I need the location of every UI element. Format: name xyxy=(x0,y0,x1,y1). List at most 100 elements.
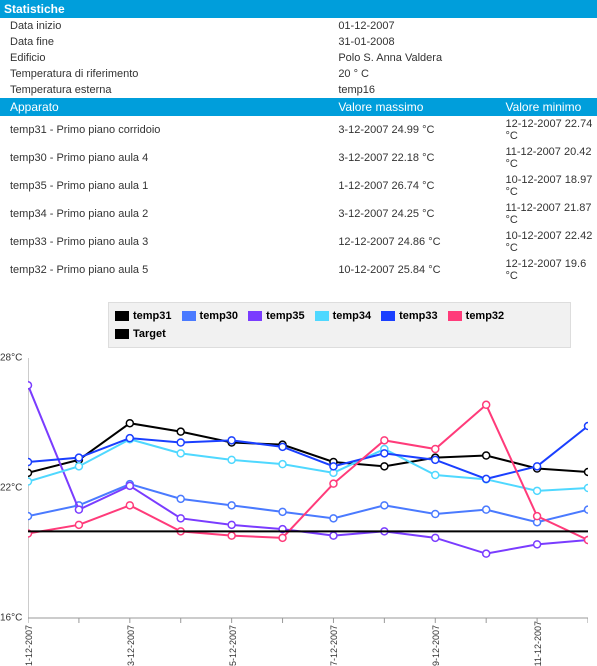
chart-legend: temp31 temp30 temp35 temp34 temp33 temp32 Targ… xyxy=(108,302,571,348)
legend-label: temp33 xyxy=(399,310,438,322)
legend-item: temp35 xyxy=(248,307,305,325)
legend-item: temp31 xyxy=(115,307,172,325)
series-marker xyxy=(75,454,82,461)
series-marker xyxy=(534,541,541,548)
series-marker xyxy=(228,437,235,444)
legend-label: temp34 xyxy=(333,310,372,322)
chart-plot: 16°C22°C28°C1-12-20073-12-20075-12-20077… xyxy=(28,358,588,618)
legend-swatch xyxy=(248,311,262,321)
series-marker xyxy=(483,476,490,483)
series-marker xyxy=(432,457,439,464)
series-marker xyxy=(585,469,589,476)
info-label: Data fine xyxy=(0,34,334,50)
series-marker xyxy=(177,496,184,503)
table-row: temp32 - Primo piano aula 510-12-2007 25… xyxy=(0,256,597,284)
series-marker xyxy=(483,401,490,408)
series-marker xyxy=(228,532,235,539)
info-row: Temperatura esternatemp16 xyxy=(0,82,597,98)
series-marker xyxy=(534,463,541,470)
legend-item: temp33 xyxy=(381,307,438,325)
series-marker xyxy=(330,480,337,487)
series-marker xyxy=(28,513,32,520)
info-label: Temperatura esterna xyxy=(0,82,334,98)
info-label: Edificio xyxy=(0,50,334,66)
legend-label: temp32 xyxy=(466,310,505,322)
legend-item: temp32 xyxy=(448,307,505,325)
series-marker xyxy=(177,450,184,457)
legend-swatch xyxy=(448,311,462,321)
series-line xyxy=(28,405,588,540)
series-marker xyxy=(585,423,589,430)
table-cell: 10-12-2007 25.84 °C xyxy=(334,256,501,284)
series-marker xyxy=(279,461,286,468)
legend-swatch xyxy=(115,329,129,339)
series-marker xyxy=(432,511,439,518)
series-marker xyxy=(228,522,235,529)
table-cell: 11-12-2007 20.42 °C xyxy=(501,144,597,172)
x-axis-label: 1-12-2007 xyxy=(24,625,34,666)
table-row: temp34 - Primo piano aula 23-12-2007 24.… xyxy=(0,200,597,228)
info-label: Temperatura di riferimento xyxy=(0,66,334,82)
x-axis-label: 9-12-2007 xyxy=(431,625,441,666)
x-axis-label: 3-12-2007 xyxy=(126,625,136,666)
series-marker xyxy=(28,478,32,485)
series-marker xyxy=(126,435,133,442)
table-cell: 12-12-2007 24.86 °C xyxy=(334,228,501,256)
series-marker xyxy=(330,532,337,539)
table-cell: 12-12-2007 22.74 °C xyxy=(501,116,597,144)
table-cell: 3-12-2007 24.25 °C xyxy=(334,200,501,228)
series-marker xyxy=(432,472,439,479)
column-header-row: Apparato Valore massimo Valore minimo xyxy=(0,98,597,116)
data-table: Apparato Valore massimo Valore minimo te… xyxy=(0,98,597,284)
series-marker xyxy=(483,506,490,513)
series-marker xyxy=(483,550,490,557)
info-row: Data fine31-01-2008 xyxy=(0,34,597,50)
series-marker xyxy=(28,470,32,477)
info-row: EdificioPolo S. Anna Valdera xyxy=(0,50,597,66)
table-cell: temp32 - Primo piano aula 5 xyxy=(0,256,334,284)
info-value: Polo S. Anna Valdera xyxy=(334,50,597,66)
series-marker xyxy=(330,515,337,522)
table-cell: temp30 - Primo piano aula 4 xyxy=(0,144,334,172)
series-marker xyxy=(126,502,133,509)
series-marker xyxy=(330,463,337,470)
series-marker xyxy=(534,488,541,495)
series-marker xyxy=(585,537,589,544)
stats-header: Statistiche xyxy=(0,0,597,18)
col-apparato: Apparato xyxy=(0,98,334,116)
legend-label: temp30 xyxy=(200,310,239,322)
info-table: Data inizio01-12-2007Data fine31-01-2008… xyxy=(0,18,597,98)
series-marker xyxy=(228,457,235,464)
legend-swatch xyxy=(182,311,196,321)
series-marker xyxy=(432,535,439,542)
legend-label: temp35 xyxy=(266,310,305,322)
table-row: temp30 - Primo piano aula 43-12-2007 22.… xyxy=(0,144,597,172)
table-cell: temp34 - Primo piano aula 2 xyxy=(0,200,334,228)
chart-svg xyxy=(28,358,588,628)
series-marker xyxy=(279,509,286,516)
legend-label: Target xyxy=(133,328,166,340)
series-marker xyxy=(534,513,541,520)
series-marker xyxy=(177,428,184,435)
legend-item: temp34 xyxy=(315,307,372,325)
series-marker xyxy=(381,437,388,444)
table-cell: 1-12-2007 26.74 °C xyxy=(334,172,501,200)
series-marker xyxy=(432,446,439,453)
y-axis-label: 16°C xyxy=(0,613,22,624)
series-marker xyxy=(75,522,82,529)
x-axis-label: 5-12-2007 xyxy=(228,625,238,666)
table-cell: temp33 - Primo piano aula 3 xyxy=(0,228,334,256)
table-cell: 3-12-2007 22.18 °C xyxy=(334,144,501,172)
y-axis-label: 22°C xyxy=(0,483,22,494)
col-valore-massimo: Valore massimo xyxy=(334,98,501,116)
table-row: temp31 - Primo piano corridoio3-12-2007 … xyxy=(0,116,597,144)
table-cell: 3-12-2007 24.99 °C xyxy=(334,116,501,144)
table-cell: 11-12-2007 21.87 °C xyxy=(501,200,597,228)
info-row: Temperatura di riferimento20 ° C xyxy=(0,66,597,82)
series-marker xyxy=(381,463,388,470)
table-row: temp33 - Primo piano aula 312-12-2007 24… xyxy=(0,228,597,256)
table-cell: 10-12-2007 22.42 °C xyxy=(501,228,597,256)
series-marker xyxy=(585,485,589,492)
info-value: 01-12-2007 xyxy=(334,18,597,34)
series-marker xyxy=(585,506,589,513)
